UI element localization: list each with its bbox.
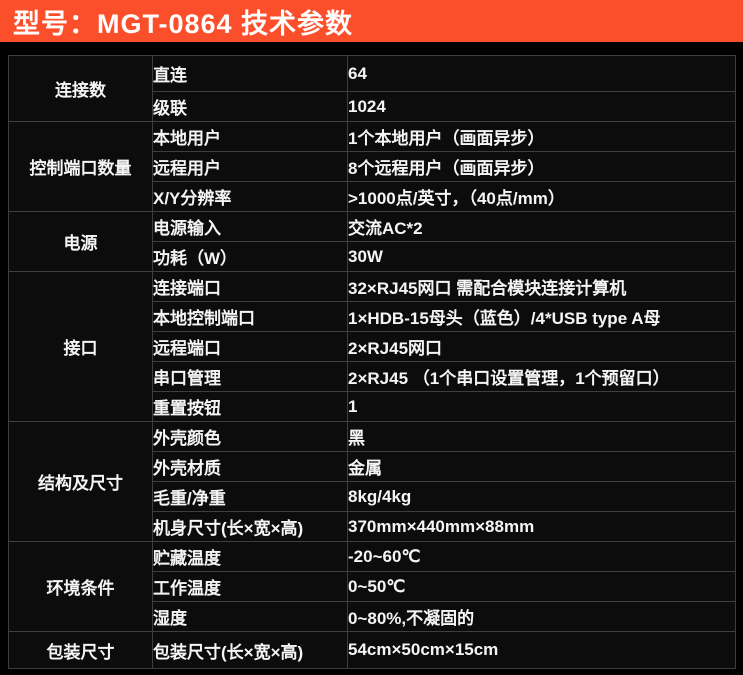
value-cell: -20~60℃ bbox=[347, 541, 736, 572]
param-cell: 远程用户 bbox=[152, 151, 348, 182]
table-row: 电源 电源输入 交流AC*2 bbox=[8, 211, 736, 272]
value-cell: 金属 bbox=[347, 451, 736, 482]
category-cell: 包装尺寸 bbox=[8, 631, 153, 669]
param-cell: 远程端口 bbox=[152, 331, 348, 362]
param-cell: 功耗（W） bbox=[152, 241, 348, 272]
param-cell: 包装尺寸(长×宽×高) bbox=[152, 631, 348, 669]
param-cell: 贮藏温度 bbox=[152, 541, 348, 572]
table-row: 远程用户 8个远程用户（画面异步） bbox=[9, 151, 736, 182]
table-row: 控制端口数量 本地用户 1个本地用户（画面异步） bbox=[8, 121, 736, 212]
table-row: 级联 1024 bbox=[9, 91, 736, 122]
param-cell: 级联 bbox=[152, 91, 348, 122]
value-cell: 370mm×440mm×88mm bbox=[347, 511, 736, 542]
value-cell: 1024 bbox=[347, 91, 736, 122]
spec-table-container: 连接数 直连 64 级联 1024 控制端口数量 本地用户 1个本地用户（画面异步） 远程用户 8… bbox=[8, 55, 736, 669]
category-cell: 结构及尺寸 bbox=[8, 421, 153, 542]
value-cell: 1×HDB-15母头（蓝色）/4*USB type A母 bbox=[347, 301, 736, 332]
table-row: 本地控制端口 1×HDB-15母头（蓝色）/4*USB type A母 bbox=[9, 301, 736, 332]
value-cell: 1个本地用户（画面异步） bbox=[347, 121, 736, 152]
table-row: 连接数 直连 64 bbox=[8, 55, 736, 122]
value-cell: >1000点/英寸，（40点/mm） bbox=[347, 181, 736, 212]
param-cell: 直连 bbox=[152, 55, 348, 92]
param-cell: 本地用户 bbox=[152, 121, 348, 152]
table-row: 机身尺寸(长×宽×高) 370mm×440mm×88mm bbox=[9, 511, 736, 542]
table-row: 接口 连接端口 32×RJ45网口 需配合模块连接计算机 bbox=[8, 271, 736, 422]
table-row: 外壳材质 金属 bbox=[9, 451, 736, 482]
table-row: 远程端口 2×RJ45网口 bbox=[9, 331, 736, 362]
param-cell: 毛重/净重 bbox=[152, 481, 348, 512]
category-cell: 控制端口数量 bbox=[8, 121, 153, 212]
param-cell: X/Y分辨率 bbox=[152, 181, 348, 212]
param-cell: 机身尺寸(长×宽×高) bbox=[152, 511, 348, 542]
param-cell: 重置按钮 bbox=[152, 391, 348, 422]
table-row: 环境条件 贮藏温度 -20~60℃ bbox=[8, 541, 736, 632]
value-cell: 30W bbox=[347, 241, 736, 272]
table-row: 工作温度 0~50℃ bbox=[9, 571, 736, 602]
param-cell: 外壳材质 bbox=[152, 451, 348, 482]
value-cell: 2×RJ45 （1个串口设置管理，1个预留口） bbox=[347, 361, 736, 392]
table-row: X/Y分辨率 >1000点/英寸，（40点/mm） bbox=[9, 181, 736, 212]
value-cell: 8个远程用户（画面异步） bbox=[347, 151, 736, 182]
param-cell: 湿度 bbox=[152, 601, 348, 632]
table-row: 结构及尺寸 外壳颜色黑 bbox=[8, 421, 736, 542]
value-cell: 2×RJ45网口 bbox=[347, 331, 736, 362]
table-row: 功耗（W） 30W bbox=[9, 241, 736, 272]
value-cell: 32×RJ45网口 需配合模块连接计算机 bbox=[347, 271, 736, 302]
value-cell: 黑 bbox=[347, 421, 736, 452]
spec-table: 连接数 直连 64 级联 1024 控制端口数量 本地用户 1个本地用户（画面异步） 远程用户 8… bbox=[8, 55, 736, 669]
category-cell: 接口 bbox=[8, 271, 153, 422]
param-cell: 连接端口 bbox=[152, 271, 348, 302]
table-row: 包装尺寸 包装尺寸(长×宽×高) 54cm×50cm×15cm bbox=[8, 631, 736, 669]
value-cell: 1 bbox=[347, 391, 736, 422]
page-title: 型号：MGT-0864 技术参数 bbox=[13, 8, 354, 39]
table-row: 串口管理 2×RJ45 （1个串口设置管理，1个预留口） bbox=[9, 361, 736, 392]
value-cell: 0~80%,不凝固的 bbox=[347, 601, 736, 632]
table-row: 毛重/净重 8kg/4kg bbox=[9, 481, 736, 512]
param-cell: 电源输入 bbox=[152, 211, 348, 242]
value-cell: 0~50℃ bbox=[347, 571, 736, 602]
value-cell: 64 bbox=[347, 55, 736, 92]
value-cell: 54cm×50cm×15cm bbox=[347, 631, 736, 669]
param-cell: 串口管理 bbox=[152, 361, 348, 392]
category-cell: 电源 bbox=[8, 211, 153, 272]
param-cell: 工作温度 bbox=[152, 571, 348, 602]
value-cell: 交流AC*2 bbox=[347, 211, 736, 242]
value-cell: 8kg/4kg bbox=[347, 481, 736, 512]
title-bar: 型号：MGT-0864 技术参数 bbox=[0, 0, 743, 42]
table-row: 湿度 0~80%,不凝固的 bbox=[9, 601, 736, 632]
category-cell: 环境条件 bbox=[8, 541, 153, 632]
param-cell: 本地控制端口 bbox=[152, 301, 348, 332]
category-cell: 连接数 bbox=[8, 55, 153, 122]
table-row: 重置按钮 1 bbox=[9, 391, 736, 422]
param-cell: 外壳颜色 bbox=[152, 421, 348, 452]
spec-table-body: 连接数 直连 64 级联 1024 控制端口数量 本地用户 1个本地用户（画面异步） 远程用户 8… bbox=[8, 55, 736, 669]
